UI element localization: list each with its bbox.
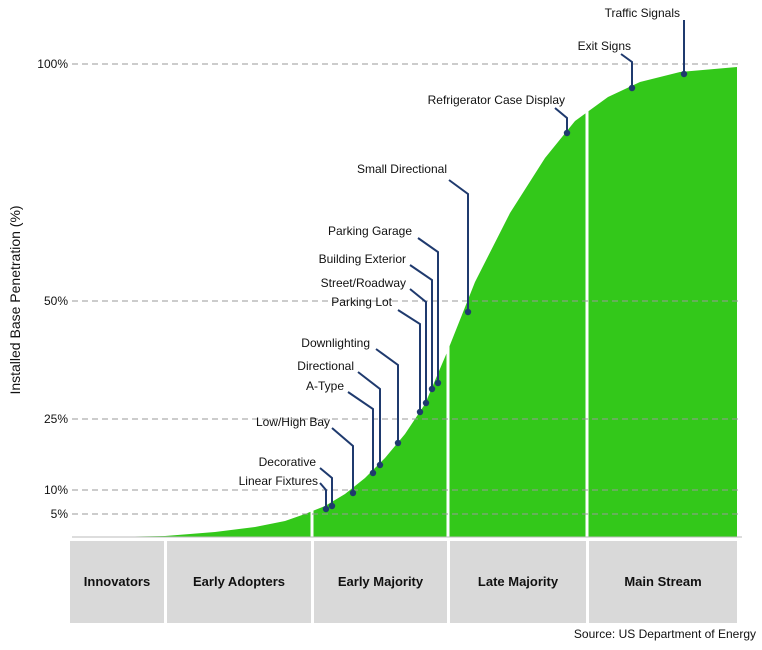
grid-lines	[72, 63, 742, 515]
annotation-point	[416, 408, 424, 416]
phase-box	[450, 541, 586, 623]
annotation-label: Refrigerator Case Display	[428, 93, 565, 107]
annotation-leader	[397, 309, 421, 412]
phase-panel: Early Majority	[314, 541, 447, 623]
annotation-leader	[357, 371, 381, 465]
annotation-label: Building Exterior	[319, 252, 406, 266]
phase-panel: Innovators	[70, 541, 164, 623]
annotation-item: Decorative	[259, 455, 336, 510]
annotation-item: Exit Signs	[578, 39, 636, 92]
phase-label: Early Majority	[338, 574, 424, 589]
annotation-point	[628, 84, 636, 92]
annotation-label: Traffic Signals	[605, 6, 680, 20]
annotation-item: Parking Lot	[331, 295, 424, 416]
annotation-item: A-Type	[306, 379, 377, 477]
annotation-leader	[409, 264, 433, 389]
phase-box	[314, 541, 447, 623]
annotation-label: Small Directional	[357, 162, 447, 176]
annotation-point	[428, 385, 436, 393]
annotation-item: Downlighting	[301, 336, 402, 447]
y-axis: 5% 10% 25% 50% 100%	[37, 57, 68, 521]
phase-box	[167, 541, 311, 623]
annotation-point	[464, 308, 472, 316]
source-note: Source: US Department of Energy	[573, 627, 756, 641]
annotation-label: Exit Signs	[578, 39, 631, 53]
annotation-label: Low/High Bay	[256, 415, 330, 429]
annotation-leader	[554, 107, 568, 133]
annotation-point	[376, 461, 384, 469]
annotation-leader	[319, 482, 327, 509]
annotation-item: Linear Fixtures	[239, 474, 330, 513]
annotation-item: Street/Roadway	[321, 276, 430, 407]
phase-panels: Innovators Early Adopters Early Majority La…	[70, 541, 737, 623]
phase-dividers	[310, 40, 589, 537]
annotation-label: Parking Lot	[331, 295, 392, 309]
annotation-label: Street/Roadway	[321, 276, 406, 290]
phase-panel: Late Majority	[450, 541, 586, 623]
annotation-point	[328, 502, 336, 510]
phase-label: Late Majority	[478, 574, 559, 589]
annotations: Linear Fixtures Decorative Low/High Bay A-T…	[239, 6, 688, 513]
annotation-leader	[417, 237, 439, 383]
annotation-label: Decorative	[259, 455, 317, 469]
y-tick-label: 50%	[44, 294, 68, 308]
phase-panel: Main Stream	[589, 541, 737, 623]
annotation-point	[680, 70, 688, 78]
annotation-item: Small Directional	[357, 162, 472, 316]
annotation-leader	[319, 467, 333, 506]
phase-box	[70, 541, 164, 623]
annotation-point	[369, 469, 377, 477]
y-tick-label: 5%	[51, 507, 69, 521]
annotation-leader	[375, 348, 399, 443]
annotation-label: Linear Fixtures	[239, 474, 318, 488]
phase-label: Innovators	[84, 574, 150, 589]
annotation-leader	[620, 53, 633, 88]
annotation-point	[422, 399, 430, 407]
y-axis-label: Installed Base Penetration (%)	[7, 205, 23, 394]
y-tick-label: 100%	[37, 57, 68, 71]
penetration-area	[105, 67, 737, 537]
annotation-point	[394, 439, 402, 447]
annotation-leader	[409, 288, 427, 403]
annotation-point	[322, 505, 330, 513]
annotation-point	[563, 129, 571, 137]
annotation-leader	[331, 427, 354, 493]
annotation-item: Traffic Signals	[605, 6, 688, 78]
annotation-label: Downlighting	[301, 336, 370, 350]
annotation-item: Refrigerator Case Display	[428, 93, 571, 137]
annotation-point	[349, 489, 357, 497]
phase-panel: Early Adopters	[167, 541, 311, 623]
annotation-leader	[448, 179, 469, 312]
annotation-item: Building Exterior	[319, 252, 436, 393]
annotation-label: Parking Garage	[328, 224, 412, 238]
annotation-item: Parking Garage	[328, 224, 442, 387]
y-tick-label: 10%	[44, 483, 68, 497]
annotation-leader	[347, 391, 374, 473]
annotation-label: A-Type	[306, 379, 344, 393]
y-tick-label: 25%	[44, 412, 68, 426]
phase-box	[589, 541, 737, 623]
annotation-label: Directional	[297, 359, 354, 373]
phase-label: Main Stream	[624, 574, 701, 589]
phase-label: Early Adopters	[193, 574, 285, 589]
annotation-point	[434, 379, 442, 387]
annotation-item: Low/High Bay	[256, 415, 357, 497]
annotation-item: Directional	[297, 359, 384, 469]
